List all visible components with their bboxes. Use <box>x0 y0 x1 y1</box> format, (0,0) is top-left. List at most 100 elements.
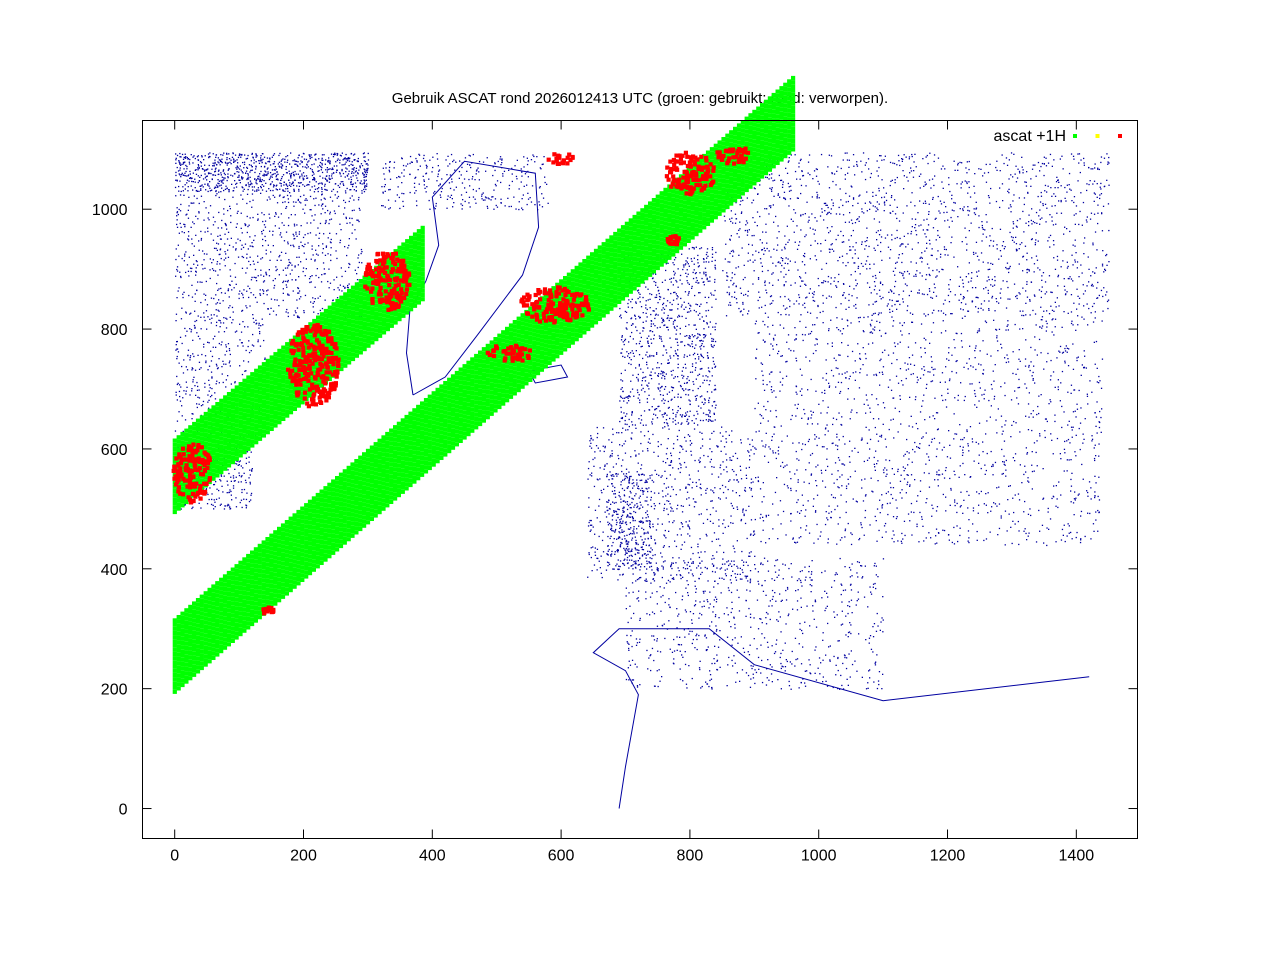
coastline-dot <box>214 335 216 337</box>
coastline-dot <box>886 234 889 236</box>
coastline-dot <box>306 199 308 201</box>
coastline-dot <box>287 281 289 283</box>
coastline-dot <box>899 303 901 306</box>
coastline-dot <box>687 294 689 296</box>
coastline-dot <box>679 414 682 416</box>
coastline-dot <box>200 230 202 233</box>
coastline-dot <box>246 166 248 169</box>
coastline-dot <box>354 153 356 155</box>
coastline-dot <box>691 346 694 348</box>
coastline-dot <box>422 157 425 160</box>
coastline-dot <box>911 155 913 158</box>
coastline-dot <box>190 177 192 179</box>
coastline-dot <box>1000 288 1002 290</box>
coastline-dot <box>713 344 715 347</box>
coastline-dot <box>355 190 357 192</box>
coastline-dot <box>461 182 464 184</box>
coastline-dot <box>341 275 343 278</box>
coastline-dot <box>195 215 197 217</box>
coastline-dot <box>877 175 879 177</box>
coastline-dot <box>191 369 193 371</box>
coastline-dot <box>1091 283 1093 286</box>
coastline-dot <box>709 371 711 373</box>
coastline-dot <box>257 213 259 215</box>
coastline-dot <box>1019 172 1021 174</box>
coastline-dot <box>318 170 320 172</box>
coastline-dot <box>1059 158 1061 160</box>
coastline-dot <box>683 389 685 392</box>
coastline-dot <box>499 158 501 160</box>
coastline-dot <box>1008 159 1010 161</box>
coastline-dot <box>222 170 224 172</box>
coastline-dot <box>478 187 480 190</box>
coastline-dot <box>1010 174 1012 176</box>
coastline-dot <box>463 178 466 180</box>
coastline-dot <box>282 189 284 191</box>
coastline-dot <box>929 243 931 245</box>
coastline-dot <box>703 403 705 405</box>
coastline-dot <box>1104 269 1107 272</box>
coastline-dot <box>218 159 220 161</box>
coastline-dot <box>212 346 214 348</box>
coastline-dot <box>1074 261 1076 263</box>
coastline-dot <box>877 244 879 246</box>
coastline-dot <box>334 194 336 196</box>
coastline-dot <box>692 389 694 392</box>
coastline-dot <box>1089 218 1092 220</box>
coastline-dot <box>901 158 903 160</box>
coastline-dot <box>1043 174 1045 177</box>
coastline-dot <box>246 202 248 205</box>
coastline-dot <box>287 315 289 318</box>
coastline-dot <box>261 318 263 320</box>
coastline-dot <box>180 174 183 176</box>
coastline-dot <box>328 168 330 170</box>
coastline-dot <box>747 295 749 297</box>
coastline-dot <box>807 311 809 313</box>
coastline-dot <box>869 407 871 409</box>
coastline-dot <box>177 244 179 246</box>
coastline-dot <box>894 237 896 240</box>
coastline-dot <box>628 353 630 355</box>
coastline-dot <box>639 293 641 295</box>
coastline-dot <box>713 413 715 415</box>
coastline-dot <box>287 241 289 243</box>
coastline-dot <box>858 387 861 389</box>
coastline-dot <box>257 341 259 343</box>
coastline-dot <box>664 375 666 378</box>
coastline-dot <box>646 337 648 339</box>
coastline-dot <box>730 235 732 237</box>
coastline-dot <box>700 368 703 370</box>
coastline-dot <box>298 292 300 294</box>
coastline-dot <box>1096 249 1098 251</box>
coastline-dot <box>283 184 285 186</box>
coastline-dot <box>892 270 895 272</box>
coastline-dot <box>852 205 854 207</box>
coastline-dot <box>1042 468 1044 470</box>
coastline-dot <box>651 331 654 333</box>
coastline-dot <box>269 177 271 179</box>
coastline-dot <box>196 406 198 409</box>
coastline-dot <box>351 172 353 174</box>
coastline-dot <box>241 177 243 179</box>
coastline-dot <box>1097 204 1099 206</box>
coastline-dot <box>394 200 397 202</box>
coastline-dot <box>1012 221 1014 223</box>
coastline-dot <box>771 173 773 175</box>
coastline-dot <box>734 273 736 276</box>
coastline-dot <box>1056 259 1059 261</box>
coastline-dot <box>304 166 306 168</box>
coastline-dot <box>747 313 749 315</box>
coastline-dot <box>637 289 640 291</box>
coastline-dot <box>650 325 652 327</box>
coastline-dot <box>651 277 654 280</box>
coastline-dot <box>1040 165 1042 168</box>
coastline-dot <box>179 169 181 171</box>
coastline-dot <box>711 247 714 249</box>
coastline-dot <box>680 306 683 308</box>
coastline-dot <box>889 308 891 311</box>
coastline-dot <box>670 292 672 295</box>
coastline-dot <box>705 419 707 421</box>
coastline-dot <box>187 231 190 233</box>
coastline-dot <box>272 310 275 312</box>
coastline-dot <box>987 289 989 292</box>
